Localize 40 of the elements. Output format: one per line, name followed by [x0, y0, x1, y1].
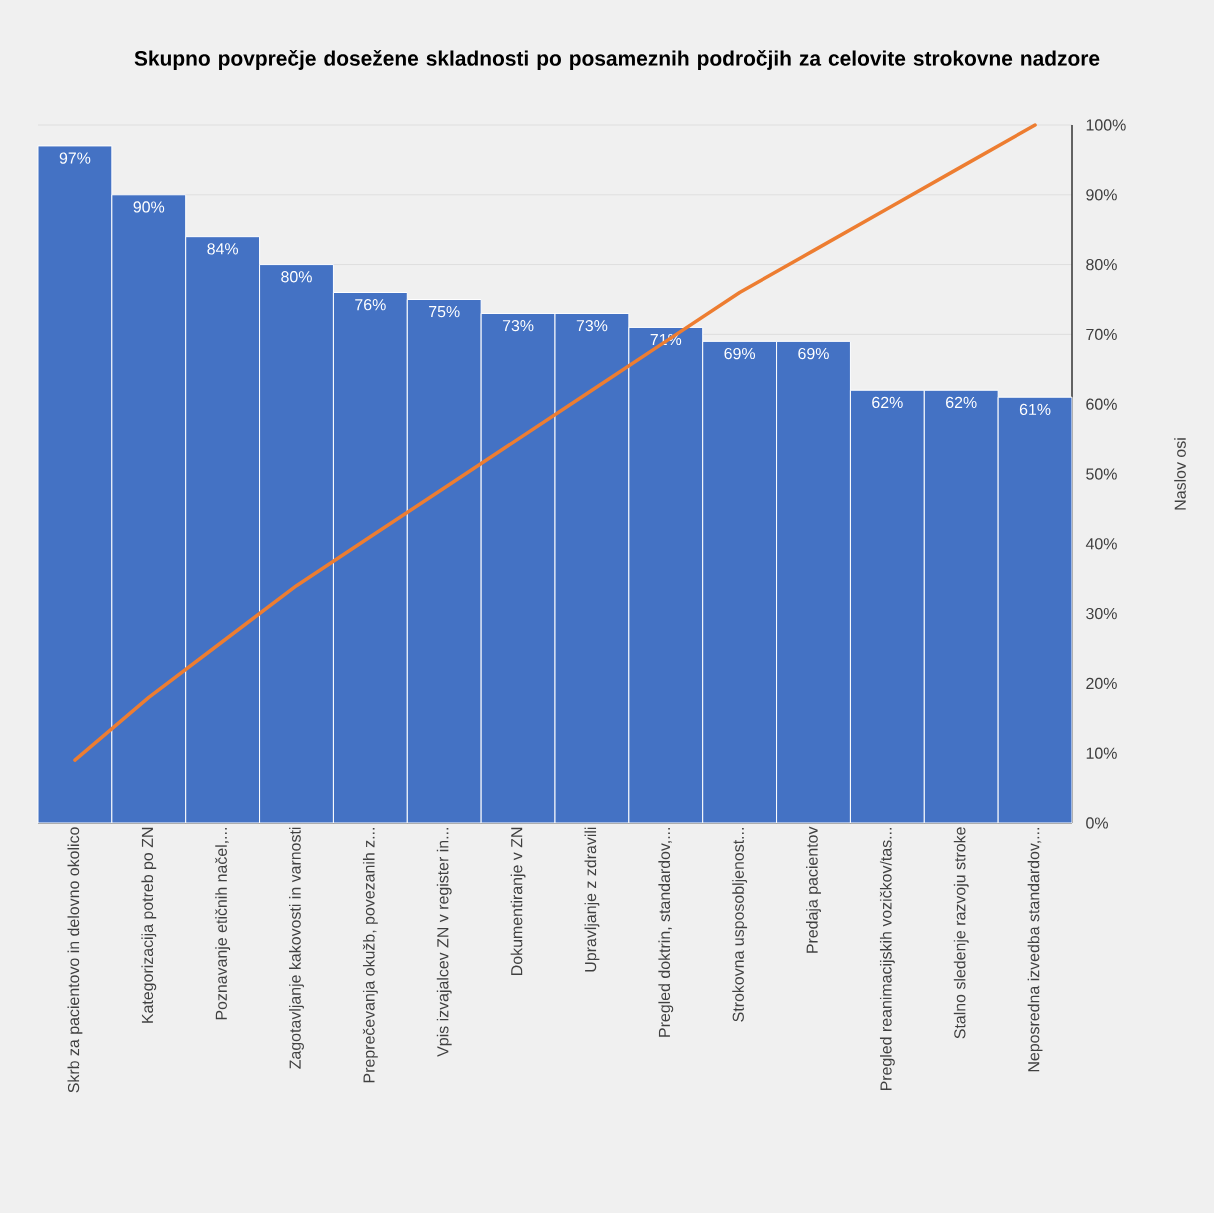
y-tick-label: 30%	[1086, 607, 1117, 620]
y-tick-label: 90%	[1086, 189, 1117, 201]
y-tick-label: 40%	[1085, 538, 1117, 550]
x-tick-label: Kategorizacija potreb po ZN	[141, 827, 157, 1023]
y-axis-title: Naslov osi	[1174, 438, 1186, 510]
x-tick-label: Stalno sledenje razvoju stroke	[953, 827, 969, 1039]
x-tick-label: Pregled reanimacijskih vozičkov/tas...	[879, 828, 895, 1091]
x-tick-label: Pregled doktrin, standardov,...	[658, 827, 674, 1037]
data-label: 62%	[946, 396, 977, 409]
y-tick-label: 20%	[1086, 677, 1117, 690]
data-label: 75%	[429, 306, 460, 318]
data-label: 62%	[872, 396, 903, 409]
data-label: 69%	[798, 347, 829, 360]
x-tick-label: Predaja pacientov	[806, 826, 821, 953]
data-label: 61%	[1019, 403, 1051, 416]
data-label: 73%	[576, 319, 608, 332]
y-tick-label: 70%	[1086, 328, 1117, 341]
y-tick-label: 0%	[1086, 817, 1108, 829]
x-tick-label: Preprečevanja okužb, povezanih z...	[362, 828, 378, 1083]
y-tick-label: 80%	[1086, 258, 1117, 271]
y-tick-label: 50%	[1086, 468, 1117, 480]
y-tick-label: 60%	[1086, 398, 1117, 410]
data-label: 97%	[59, 152, 91, 164]
chart-title: Skupno povprečje dosežene skladnosti po posameznih področjih za celovite strokovne nadzore	[134, 50, 1100, 70]
data-label: 73%	[502, 319, 534, 332]
data-label: 84%	[207, 243, 239, 255]
x-tick-label: Strokovna usposobljenost...	[732, 828, 748, 1022]
x-tick-label: Zagotavljanje kakovosti in varnosti	[289, 827, 304, 1069]
y-tick-label: 100%	[1086, 119, 1126, 131]
data-label: 69%	[724, 347, 756, 360]
x-tick-label: Upravljanje z zdravili	[584, 827, 600, 972]
data-label: 90%	[133, 201, 165, 213]
x-tick-label: Dokumentiranje v ZN	[510, 827, 526, 975]
x-tick-label: Neposredna izvedba standardov,...	[1027, 828, 1043, 1072]
x-tick-label: Poznavanje etičnih načel,...	[215, 828, 231, 1020]
x-tick-label: Vpis izvajalcev ZN v register in...	[436, 828, 452, 1057]
data-label: 80%	[281, 271, 312, 283]
data-label: 76%	[355, 299, 386, 311]
x-tick-label: Skrb za pacientovo in delovno okolico	[67, 827, 83, 1093]
y-tick-label: 10%	[1086, 747, 1117, 759]
